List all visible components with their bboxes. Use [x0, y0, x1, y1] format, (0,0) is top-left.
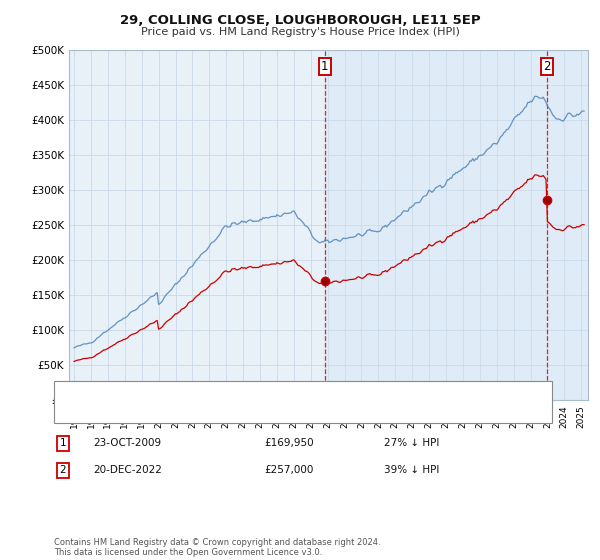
Text: 20-DEC-2022: 20-DEC-2022	[93, 465, 162, 475]
Text: HPI: Average price, detached house, Charnwood: HPI: Average price, detached house, Char…	[105, 406, 341, 416]
Text: £257,000: £257,000	[264, 465, 313, 475]
Text: ————: ————	[60, 388, 105, 398]
Text: 29, COLLING CLOSE, LOUGHBOROUGH, LE11 5EP (detached house): 29, COLLING CLOSE, LOUGHBOROUGH, LE11 5E…	[105, 388, 434, 398]
Text: 23-OCT-2009: 23-OCT-2009	[93, 438, 161, 449]
Text: 39% ↓ HPI: 39% ↓ HPI	[384, 465, 439, 475]
Text: Price paid vs. HM Land Registry's House Price Index (HPI): Price paid vs. HM Land Registry's House …	[140, 27, 460, 37]
Text: 2: 2	[543, 60, 550, 73]
Text: 29, COLLING CLOSE, LOUGHBOROUGH, LE11 5EP: 29, COLLING CLOSE, LOUGHBOROUGH, LE11 5E…	[119, 14, 481, 27]
Text: 27% ↓ HPI: 27% ↓ HPI	[384, 438, 439, 449]
Text: £169,950: £169,950	[264, 438, 314, 449]
Text: ————: ————	[60, 406, 105, 416]
Text: 2: 2	[59, 465, 67, 475]
Text: 1: 1	[59, 438, 67, 449]
Text: 1: 1	[321, 60, 329, 73]
Bar	[325, 50, 588, 400]
Text: Contains HM Land Registry data © Crown copyright and database right 2024.
This d: Contains HM Land Registry data © Crown c…	[54, 538, 380, 557]
